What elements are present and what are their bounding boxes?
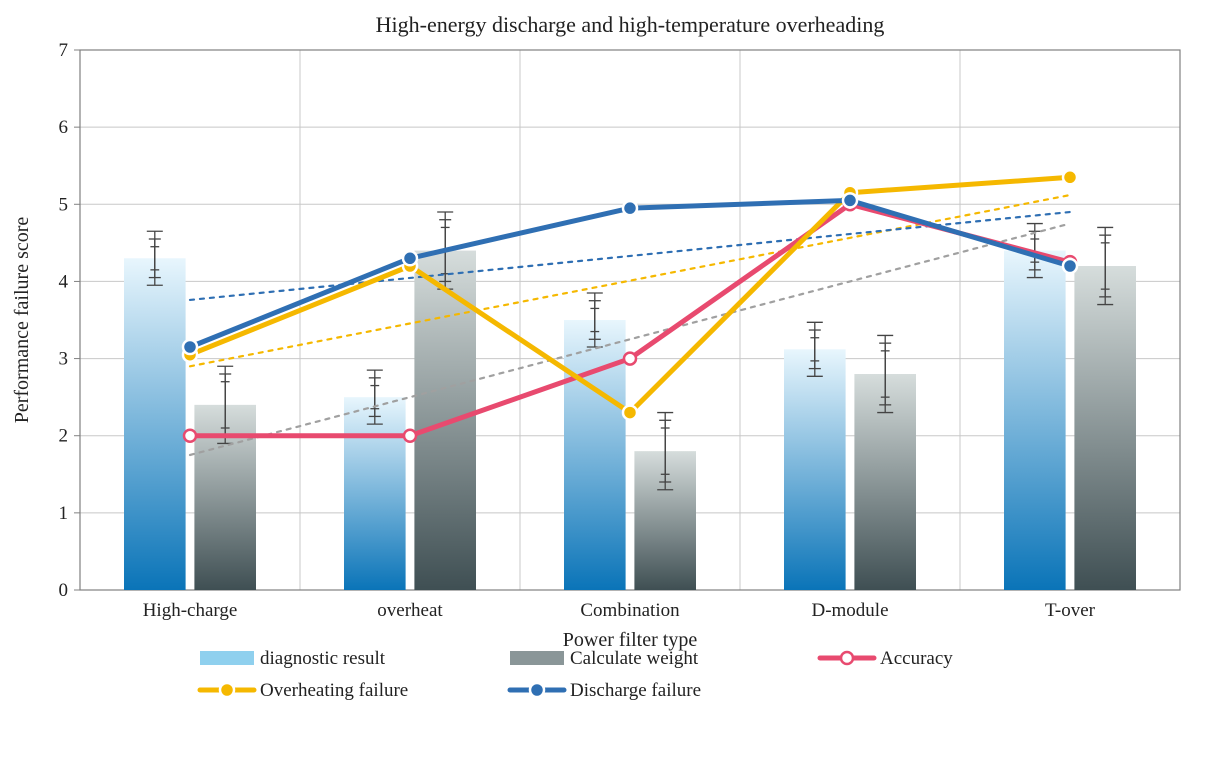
svg-text:overheat: overheat xyxy=(377,600,443,621)
svg-text:1: 1 xyxy=(59,503,69,524)
marker xyxy=(184,430,196,442)
marker xyxy=(403,251,417,265)
legend-label: diagnostic result xyxy=(260,648,386,669)
bar-diagnostic-result xyxy=(344,397,406,590)
legend-swatch xyxy=(200,651,254,665)
marker xyxy=(623,406,637,420)
bar-diagnostic-result xyxy=(124,258,186,590)
svg-text:T-over: T-over xyxy=(1045,600,1096,621)
svg-text:5: 5 xyxy=(59,194,69,215)
chart-container: High-energy discharge and high-temperatu… xyxy=(0,0,1217,772)
svg-text:D-module: D-module xyxy=(811,600,888,621)
bar-calculate-weight xyxy=(1074,266,1136,590)
legend-label: Overheating failure xyxy=(260,680,408,701)
bar-diagnostic-result xyxy=(564,320,626,590)
svg-text:2: 2 xyxy=(59,426,69,447)
bar-diagnostic-result xyxy=(1004,251,1066,590)
svg-text:6: 6 xyxy=(59,117,69,138)
legend-label: Discharge failure xyxy=(570,680,701,701)
bar-diagnostic-result xyxy=(784,349,846,590)
svg-text:0: 0 xyxy=(59,580,69,601)
marker xyxy=(183,340,197,354)
svg-text:Performance failure score: Performance failure score xyxy=(11,217,33,424)
svg-text:3: 3 xyxy=(59,349,69,370)
marker xyxy=(1063,259,1077,273)
legend-label: Calculate weight xyxy=(570,648,699,669)
legend-swatch xyxy=(510,651,564,665)
legend-label: Accuracy xyxy=(880,648,953,669)
svg-text:High-charge: High-charge xyxy=(143,600,238,621)
chart-svg: High-energy discharge and high-temperatu… xyxy=(0,0,1217,772)
svg-text:Combination: Combination xyxy=(580,600,680,621)
svg-text:4: 4 xyxy=(59,271,69,292)
marker xyxy=(1063,170,1077,184)
marker xyxy=(624,353,636,365)
svg-text:7: 7 xyxy=(59,40,69,61)
marker xyxy=(843,193,857,207)
svg-text:High-energy discharge and high: High-energy discharge and high-temperatu… xyxy=(376,12,885,37)
marker xyxy=(623,201,637,215)
marker xyxy=(404,430,416,442)
